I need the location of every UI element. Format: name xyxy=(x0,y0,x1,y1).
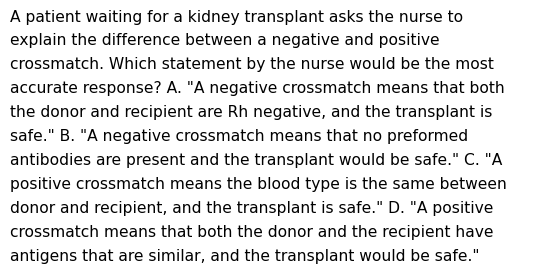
Text: safe." B. "A negative crossmatch means that no preformed: safe." B. "A negative crossmatch means t… xyxy=(10,129,468,144)
Text: crossmatch means that both the donor and the recipient have: crossmatch means that both the donor and… xyxy=(10,225,493,240)
Text: donor and recipient, and the transplant is safe." D. "A positive: donor and recipient, and the transplant … xyxy=(10,201,493,216)
Text: the donor and recipient are Rh negative, and the transplant is: the donor and recipient are Rh negative,… xyxy=(10,105,492,120)
Text: A patient waiting for a kidney transplant asks the nurse to: A patient waiting for a kidney transplan… xyxy=(10,10,463,24)
Text: crossmatch. Which statement by the nurse would be the most: crossmatch. Which statement by the nurse… xyxy=(10,57,494,72)
Text: antigens that are similar, and the transplant would be safe.": antigens that are similar, and the trans… xyxy=(10,249,479,264)
Text: positive crossmatch means the blood type is the same between: positive crossmatch means the blood type… xyxy=(10,177,507,192)
Text: antibodies are present and the transplant would be safe." C. "A: antibodies are present and the transplan… xyxy=(10,153,502,168)
Text: accurate response? A. "A negative crossmatch means that both: accurate response? A. "A negative crossm… xyxy=(10,81,505,96)
Text: explain the difference between a negative and positive: explain the difference between a negativ… xyxy=(10,33,440,48)
